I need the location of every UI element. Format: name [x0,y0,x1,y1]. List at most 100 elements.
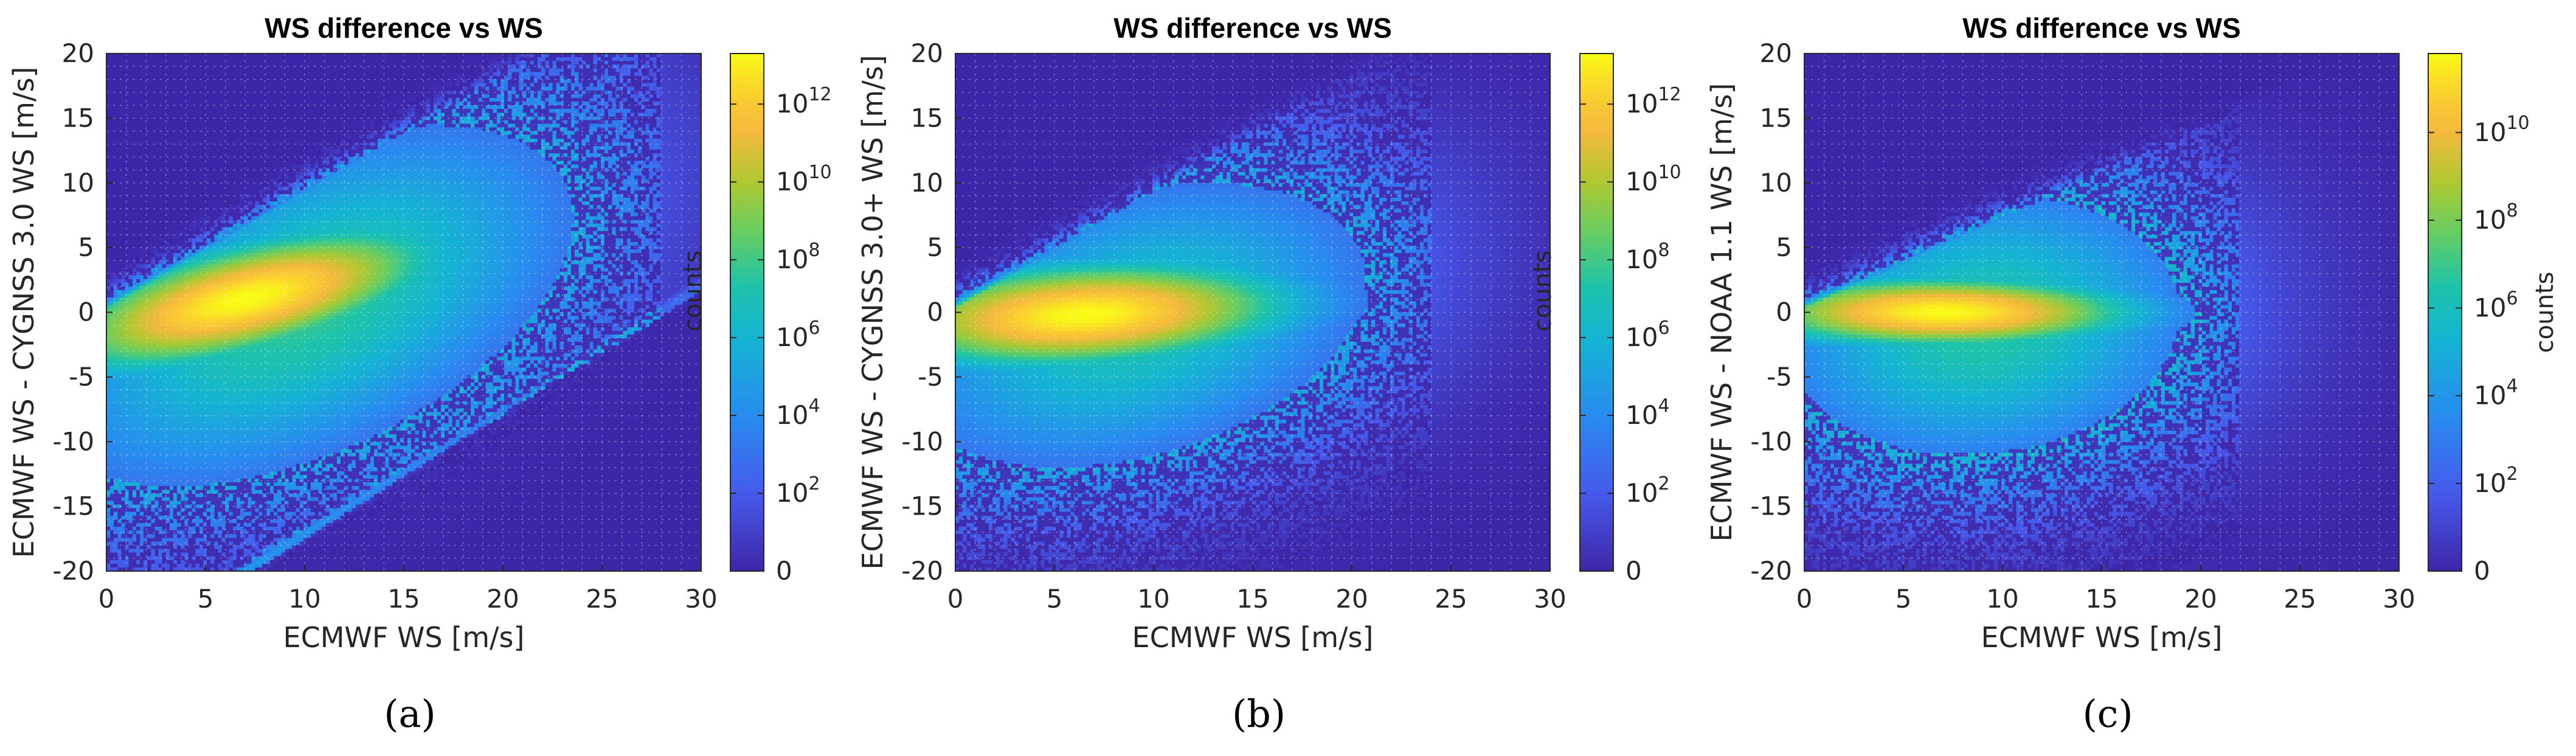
heatmap-image [955,54,1550,571]
axes-frame [955,53,1551,572]
y-tick-label: 5 [927,232,943,262]
grid [955,53,1551,572]
y-tick-label: -20 [1750,556,1792,586]
x-axis-label: ECMWF WS [m/s] [283,621,525,654]
y-tick-label: 15 [1760,103,1792,133]
y-tick-label: -5 [1767,362,1792,392]
x-tick-label: 30 [1534,584,1566,614]
y-tick-label: -5 [69,362,94,392]
colorbar-tick-label: 104 [2474,376,2518,411]
y-tick-label: -15 [1750,491,1792,521]
y-tick-label: 15 [911,103,943,133]
x-tick-label: 20 [2184,584,2217,614]
colorbar-tick-label: 108 [1626,240,1670,274]
x-tick-label: 30 [685,584,717,614]
x-tick-label: 25 [1435,584,1467,614]
y-tick-label: -20 [52,556,94,586]
colorbar-tick-label: 1010 [2474,113,2530,147]
colorbar-tick-label: 1012 [1626,84,1681,119]
y-axis-label: ECMWF WS - CYGNSS 3.0 WS [m/s] [7,67,40,558]
x-tick-label: 30 [2383,584,2415,614]
y-tick-label: -20 [901,556,943,586]
y-tick-label: 5 [78,232,94,262]
x-tick-label: 5 [1896,584,1912,614]
y-tick-label: 5 [1776,232,1792,262]
y-tick-label: 0 [78,297,94,327]
colorbar-gradient [1579,53,1614,572]
x-tick-label: 0 [1796,584,1813,614]
x-tick-label: 15 [387,584,420,614]
colorbar-label: counts [2531,272,2559,353]
panel-a: WS difference vs WS 0 5 10 15 20 25 30 -20 -15 -10… [7,12,832,736]
y-tick-label: 10 [62,168,94,198]
colorbar-tick-label: 0 [2474,556,2490,586]
y-tick-label: -15 [901,491,943,521]
colorbar-tick-label: 106 [2474,288,2518,322]
colorbar-tick-label: 102 [776,473,820,508]
colorbar-tick-label: 106 [1626,317,1670,352]
panel-b: WS difference vs WS 0 5 10 15 20 25 30 -20 -15 -10… [856,12,1681,736]
x-tick-label: 20 [1335,584,1368,614]
colorbar-tick-label: 1010 [1626,162,1681,196]
chart-title: WS difference vs WS [265,12,543,44]
x-tick-label: 10 [1986,584,2018,614]
x-tick-label: 20 [486,584,519,614]
y-tick-label: 20 [1760,38,1792,68]
colorbar-tick-label: 108 [776,240,820,274]
colorbar-tick-label: 104 [776,395,820,430]
y-tick-label: 20 [62,38,94,68]
chart-title: WS difference vs WS [1113,12,1392,44]
colorbar-tick-label: 0 [776,556,792,586]
colorbar-tick-label: 108 [2474,200,2518,235]
y-tick-label: -10 [1750,426,1792,456]
y-axis-label: ECMWF WS - CYGNSS 3.0+ WS [m/s] [856,55,889,569]
y-tick-label: -10 [52,426,94,456]
colorbar-label: counts [1529,251,1557,332]
y-tick-label: 10 [1760,168,1792,198]
colorbar-gradient [730,53,764,572]
axes-frame [106,53,702,572]
panel-caption: (b) [1232,692,1286,736]
x-tick-label: 15 [1236,584,1269,614]
heatmap-image [106,54,701,571]
colorbar-tick-label: 106 [776,317,820,352]
colorbar-label: counts [679,251,707,332]
x-tick-label: 10 [1137,584,1169,614]
colorbar-tick-label: 102 [1626,473,1670,508]
colorbar: 0 102 104 106 108 1010 1012 counts [1529,53,1681,586]
y-tick-label: -5 [918,362,943,392]
y-tick-label: 0 [927,297,943,327]
x-tick-label: 5 [1047,584,1063,614]
panel-caption: (c) [2082,692,2133,736]
x-tick-label: 25 [2283,584,2316,614]
axes-frame [1804,53,2400,572]
x-tick-label: 10 [288,584,320,614]
y-tick-label: 20 [911,38,943,68]
x-tick-label: 0 [947,584,964,614]
x-axis-label: ECMWF WS [m/s] [1981,621,2223,654]
colorbar-tick-label: 0 [1626,556,1642,586]
grid [1804,53,2400,572]
y-tick-label: 0 [1776,297,1792,327]
colorbar-gradient [2428,53,2462,572]
x-tick-label: 15 [2085,584,2117,614]
panel-c: WS difference vs WS 0 5 10 15 20 25 30 -20 -15 -10… [1705,12,2559,736]
y-tick-label: -15 [52,491,94,521]
heatmap-image [1804,54,2399,571]
y-tick-label: 10 [911,168,943,198]
y-tick-label: 15 [62,103,94,133]
colorbar: 0 102 104 106 108 1010 counts [2428,53,2559,586]
panel-caption: (a) [384,692,435,736]
y-tick-label: -10 [901,426,943,456]
colorbar-tick-label: 102 [2474,463,2518,498]
x-tick-label: 0 [99,584,115,614]
x-tick-label: 5 [198,584,214,614]
chart-title: WS difference vs WS [1962,12,2241,44]
colorbar-tick-label: 104 [1626,395,1670,430]
colorbar: 0 102 104 106 108 1010 1012 counts [679,53,832,586]
colorbar-tick-label: 1012 [776,84,832,119]
colorbar-tick-label: 1010 [776,162,832,196]
x-axis-label: ECMWF WS [m/s] [1132,621,1374,654]
x-tick-label: 25 [586,584,618,614]
